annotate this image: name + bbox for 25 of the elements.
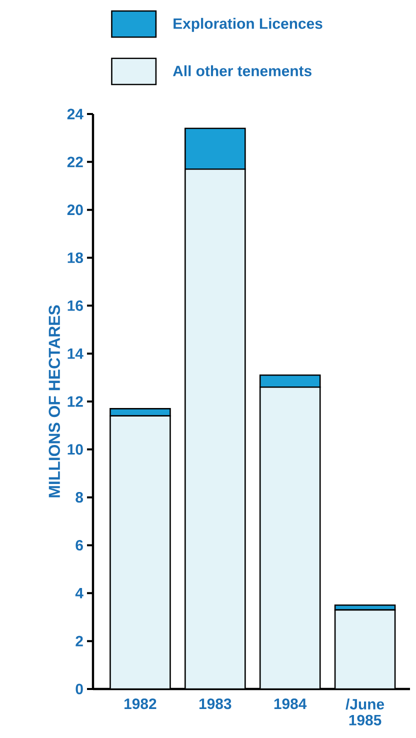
y-tick-label: 8: [76, 492, 84, 503]
y-tick-label: 16: [68, 300, 83, 311]
x-tick-label: /June 1985: [346, 698, 384, 726]
y-tick-label: 12: [68, 396, 83, 407]
y-axis-title: MILLIONS OF HECTARES: [48, 305, 60, 498]
x-tick-label: 1982: [124, 698, 156, 710]
y-tick-label: 20: [67, 204, 83, 216]
bar: [184, 168, 246, 689]
y-tick-label: 0: [76, 684, 83, 694]
y-tick-label: 18: [68, 252, 84, 264]
legend-label: Exploration Licences: [174, 18, 322, 32]
bar: [259, 374, 321, 388]
bar: [259, 386, 321, 689]
x-tick-label: 1984: [274, 698, 307, 710]
y-tick-label: 22: [67, 156, 83, 168]
x-tick-label: 1983: [199, 698, 232, 710]
y-tick-label: 24: [67, 108, 84, 120]
legend-label: All other tenements: [172, 65, 312, 76]
y-tick-label: 4: [75, 588, 84, 598]
y-tick-label: 10: [68, 444, 83, 455]
bar: [334, 609, 396, 689]
y-tick-label: 2: [76, 636, 83, 646]
y-tick-label: 14: [68, 348, 84, 359]
y-tick-label: 6: [76, 540, 83, 551]
bar: [110, 415, 171, 689]
